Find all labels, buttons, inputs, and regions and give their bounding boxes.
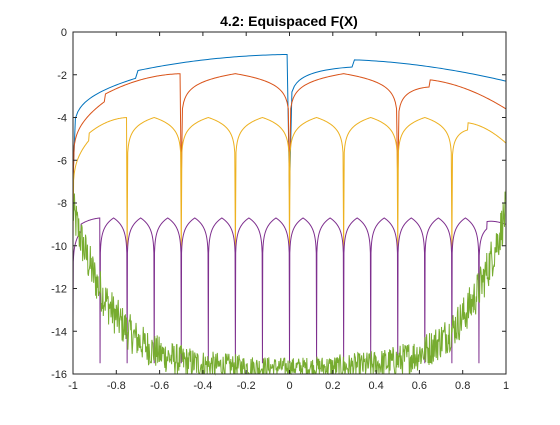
x-tick-label: -0.4 <box>193 380 212 392</box>
x-tick-label: 0.2 <box>325 380 340 392</box>
x-tick-label: 0 <box>286 380 292 392</box>
x-tick-label: 0.4 <box>368 380 383 392</box>
y-tick-label: 0 <box>61 27 67 39</box>
axis-ticks: -1 -0.8 -0.6 -0.4 -0.2 0 0.2 0.4 0.6 0.8 1 0 -2 -4 -6 -… <box>51 27 509 392</box>
y-tick-label: -12 <box>51 284 67 296</box>
x-tick-label: 1 <box>503 380 509 392</box>
x-tick-label: 0.8 <box>455 380 470 392</box>
y-tick-label: -16 <box>51 369 67 381</box>
x-tick-label: -0.2 <box>237 380 256 392</box>
y-tick-label: -2 <box>57 70 67 82</box>
y-tick-label: -4 <box>57 113 67 125</box>
x-tick-label: -0.8 <box>107 380 126 392</box>
x-tick-label: 0.6 <box>412 380 427 392</box>
chart-title: 4.2: Equispaced F(X) <box>220 13 358 29</box>
y-tick-label: -8 <box>57 198 67 210</box>
plot-lines <box>72 53 507 376</box>
y-tick-label: -6 <box>57 155 67 167</box>
x-tick-label: -1 <box>68 380 78 392</box>
y-tick-label: -14 <box>51 326 67 338</box>
x-tick-label: -0.6 <box>150 380 169 392</box>
y-tick-label: -10 <box>51 241 67 253</box>
series-line-3 <box>72 116 507 251</box>
